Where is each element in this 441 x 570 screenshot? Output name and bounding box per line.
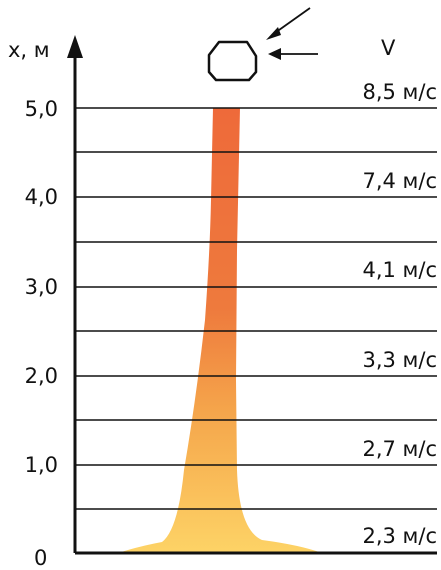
y-axis-label: x, м bbox=[8, 38, 50, 62]
y-tick-3-0: 3,0 bbox=[24, 275, 58, 299]
velocity-label-4: 3,3 м/с bbox=[362, 348, 437, 372]
y-tick-2-0: 2,0 bbox=[24, 364, 58, 388]
droplet-icon bbox=[207, 40, 258, 82]
y-tick-5-0: 5,0 bbox=[24, 97, 58, 121]
y-tick-1-0: 1,0 bbox=[24, 453, 58, 477]
velocity-label-3: 4,1 м/с bbox=[362, 258, 437, 282]
velocity-label-2: 7,4 м/с bbox=[362, 169, 437, 193]
velocity-label-6: 2,3 м/с bbox=[362, 524, 437, 548]
arrow-icon bbox=[266, 7, 318, 60]
grid-lines bbox=[76, 107, 437, 510]
velocity-header: V bbox=[381, 36, 396, 60]
velocity-label-5: 2,7 м/с bbox=[362, 437, 437, 461]
velocity-label-1: 8,5 м/с bbox=[362, 80, 437, 104]
y-axis-arrowhead bbox=[67, 35, 83, 58]
origin-label: 0 bbox=[34, 546, 48, 570]
y-tick-4-0: 4,0 bbox=[24, 185, 58, 209]
